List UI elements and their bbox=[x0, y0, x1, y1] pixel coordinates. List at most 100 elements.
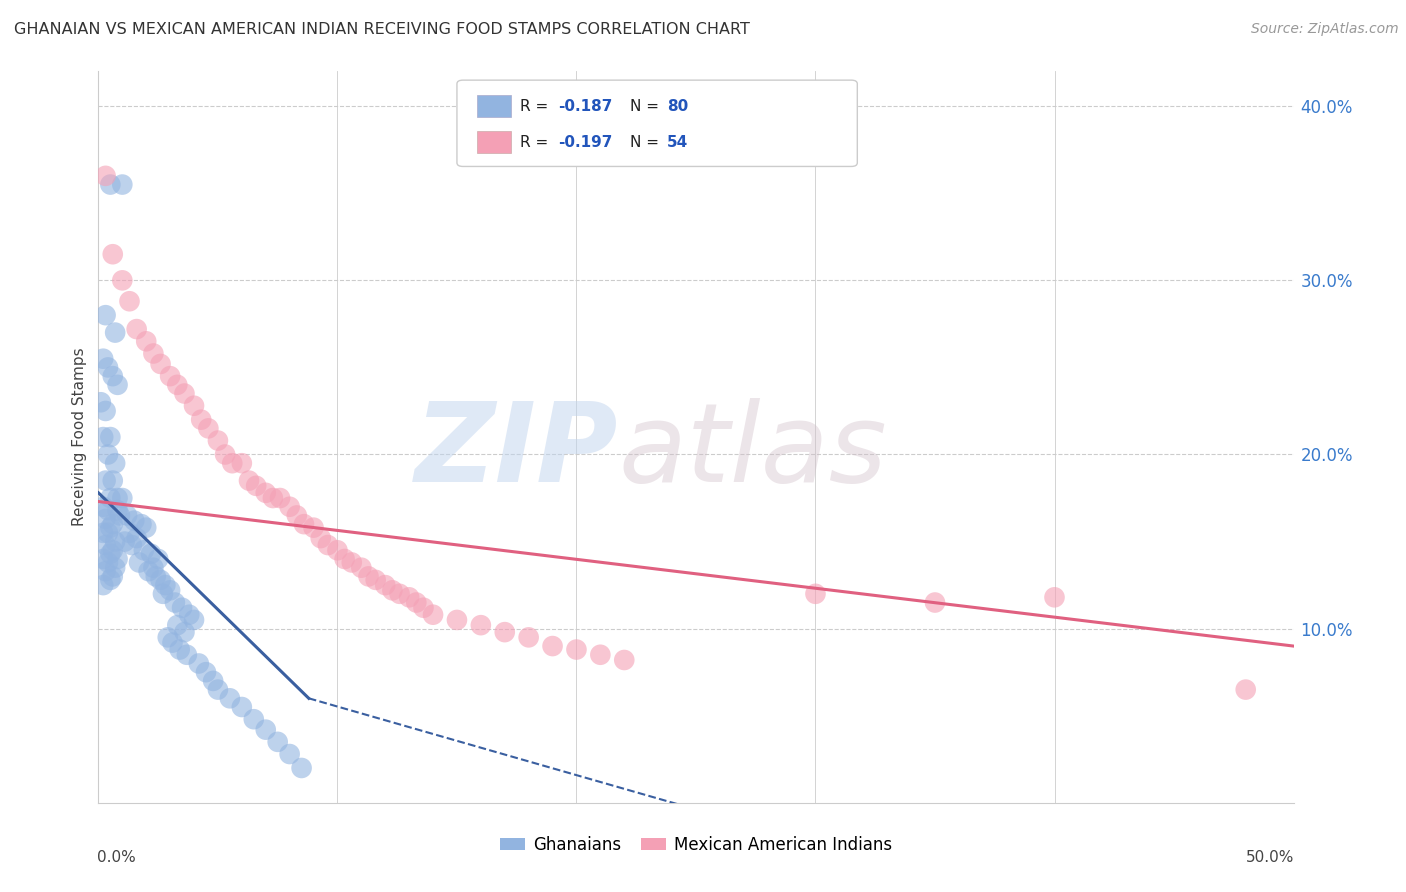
Point bbox=[187, 657, 209, 671]
Point bbox=[202, 673, 225, 688]
Point bbox=[98, 521, 122, 535]
Point bbox=[125, 531, 148, 545]
Point bbox=[278, 500, 301, 514]
Point bbox=[243, 712, 266, 726]
Point bbox=[94, 538, 117, 552]
Point bbox=[159, 583, 181, 598]
Text: GHANAIAN VS MEXICAN AMERICAN INDIAN RECEIVING FOOD STAMPS CORRELATION CHART: GHANAIAN VS MEXICAN AMERICAN INDIAN RECE… bbox=[14, 22, 749, 37]
Text: Source: ZipAtlas.com: Source: ZipAtlas.com bbox=[1251, 22, 1399, 37]
FancyBboxPatch shape bbox=[477, 95, 510, 118]
Point bbox=[412, 600, 434, 615]
Point bbox=[326, 543, 349, 558]
Point bbox=[470, 618, 492, 632]
Point bbox=[541, 639, 564, 653]
Point bbox=[118, 525, 141, 540]
FancyBboxPatch shape bbox=[477, 130, 510, 153]
Point bbox=[94, 564, 117, 578]
Text: -0.187: -0.187 bbox=[558, 99, 613, 114]
Point bbox=[101, 247, 124, 261]
Point bbox=[446, 613, 468, 627]
Point bbox=[101, 517, 124, 532]
Point bbox=[398, 591, 420, 605]
Point bbox=[101, 543, 124, 558]
Text: 0.0%: 0.0% bbox=[97, 850, 136, 865]
Point bbox=[104, 456, 127, 470]
Point bbox=[94, 308, 117, 322]
Text: N =: N = bbox=[630, 99, 664, 114]
Point bbox=[142, 560, 165, 574]
Point bbox=[364, 573, 387, 587]
Point bbox=[254, 485, 277, 500]
Point bbox=[97, 556, 120, 570]
Point bbox=[183, 399, 205, 413]
Text: 54: 54 bbox=[668, 135, 689, 150]
Point bbox=[97, 360, 120, 375]
Point bbox=[98, 178, 122, 192]
Point bbox=[173, 625, 195, 640]
Point bbox=[267, 735, 290, 749]
Point bbox=[285, 508, 308, 523]
Point bbox=[108, 508, 131, 523]
Point bbox=[91, 552, 114, 566]
Point bbox=[94, 512, 117, 526]
Point bbox=[214, 448, 236, 462]
Point bbox=[101, 474, 124, 488]
Point bbox=[269, 491, 291, 505]
Text: -0.197: -0.197 bbox=[558, 135, 613, 150]
Point bbox=[254, 723, 277, 737]
Point bbox=[1234, 682, 1257, 697]
Point bbox=[91, 525, 114, 540]
Point bbox=[183, 613, 205, 627]
Point bbox=[333, 552, 356, 566]
Point bbox=[195, 665, 218, 680]
Point bbox=[350, 560, 373, 574]
Point bbox=[149, 357, 172, 371]
Point bbox=[118, 294, 141, 309]
Point bbox=[111, 491, 134, 505]
Point bbox=[91, 578, 114, 592]
Point bbox=[132, 543, 155, 558]
Point bbox=[231, 456, 253, 470]
Text: R =: R = bbox=[520, 99, 554, 114]
Point bbox=[162, 635, 184, 649]
Point bbox=[98, 573, 122, 587]
Point bbox=[138, 564, 160, 578]
FancyBboxPatch shape bbox=[457, 80, 858, 167]
Text: 50.0%: 50.0% bbox=[1246, 850, 1295, 865]
Point bbox=[517, 631, 540, 645]
Point bbox=[107, 491, 129, 505]
Point bbox=[163, 595, 186, 609]
Point bbox=[1043, 591, 1066, 605]
Point bbox=[135, 521, 157, 535]
Point bbox=[207, 682, 229, 697]
Point bbox=[262, 491, 284, 505]
Point bbox=[219, 691, 242, 706]
Point bbox=[111, 178, 134, 192]
Point bbox=[98, 547, 122, 561]
Point bbox=[152, 587, 174, 601]
Point bbox=[357, 569, 380, 583]
Point bbox=[114, 534, 136, 549]
Point bbox=[278, 747, 301, 761]
Point bbox=[101, 369, 124, 384]
Point bbox=[91, 351, 114, 366]
Point bbox=[238, 474, 260, 488]
Point bbox=[97, 525, 120, 540]
Point bbox=[316, 538, 339, 552]
Point bbox=[104, 534, 127, 549]
Point bbox=[135, 334, 157, 349]
Point bbox=[111, 273, 134, 287]
Point bbox=[101, 569, 124, 583]
Point bbox=[131, 517, 153, 532]
Text: N =: N = bbox=[630, 135, 664, 150]
Y-axis label: Receiving Food Stamps: Receiving Food Stamps bbox=[72, 348, 87, 526]
Point bbox=[804, 587, 827, 601]
Point bbox=[207, 434, 229, 448]
Point bbox=[565, 642, 588, 657]
Point bbox=[98, 491, 122, 505]
Point bbox=[142, 346, 165, 360]
Point bbox=[91, 500, 114, 514]
Point bbox=[245, 479, 267, 493]
Point bbox=[291, 761, 314, 775]
Point bbox=[381, 583, 404, 598]
